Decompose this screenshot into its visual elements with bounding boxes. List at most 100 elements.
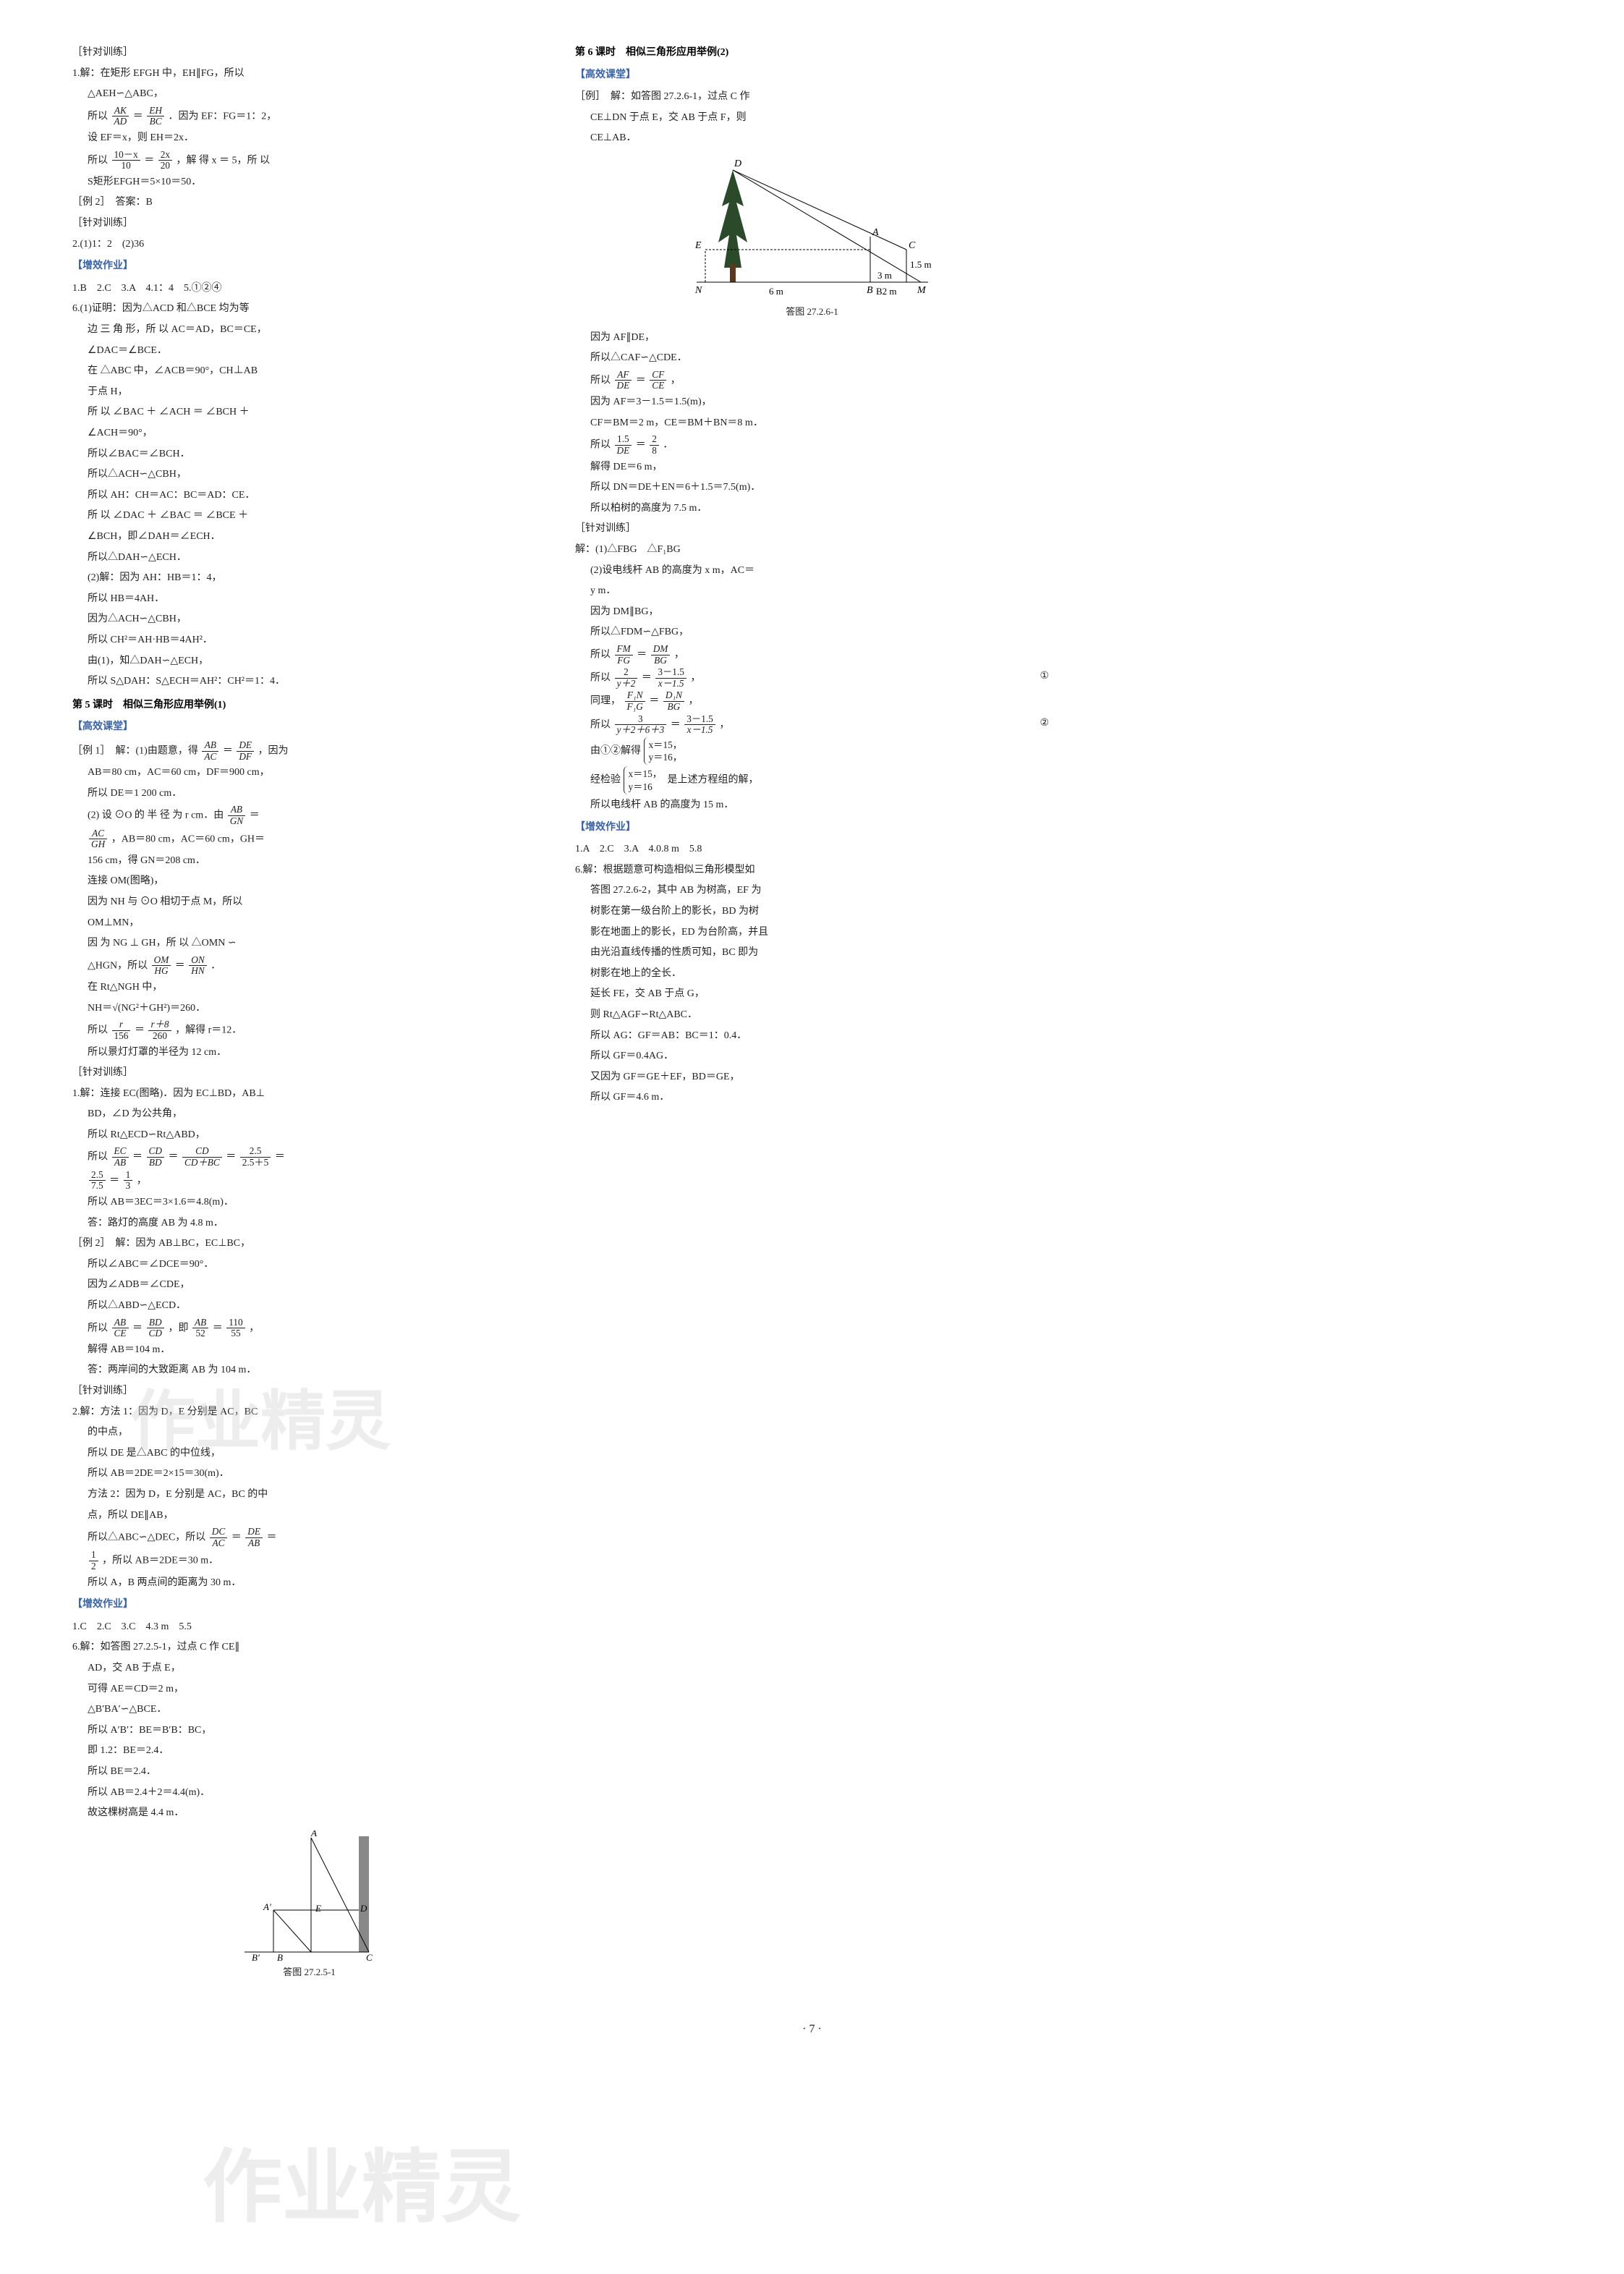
frac-den: 20 [158, 161, 172, 171]
text-line: 由(1)，知△DAH∽△ECH， [72, 652, 546, 671]
frac-den: x－1.5 [655, 679, 686, 690]
text-line: ［例］ 解：如答图 27.2.6-1，过点 C 作 [575, 88, 1049, 107]
text-line: BD，∠D 为公共角， [72, 1105, 546, 1124]
text-line: S矩形EFGH＝5×10＝50． [72, 173, 546, 192]
text-line: 156 cm，得 GN＝208 cm． [72, 852, 546, 871]
text: ．因为 EF：FG＝1：2， [168, 111, 276, 122]
text-line: ACGH ，AB＝80 cm，AC＝60 cm，GH＝ [72, 828, 546, 850]
text-line: 所以∠BAC＝∠BCH． [72, 445, 546, 464]
text-line: 因为 NH 与 ⊙O 相切于点 M，所以 [72, 893, 546, 912]
tree-shadow-diagram-icon: D A C E N B M 6 m B2 m 3 m 1.5 m [689, 156, 935, 300]
svg-text:C: C [366, 1952, 373, 1961]
text-line: 因为∠ADB＝∠CDE， [72, 1276, 546, 1295]
text-line: 所以 DE＝1 200 cm． [72, 784, 546, 804]
text: 所以 [590, 440, 611, 451]
text-line: NH＝√(NG²＋GH²)＝260． [72, 999, 546, 1019]
col2-zhenduipx2-heading: ［针对训练］ [72, 1382, 546, 1401]
lesson5-heading: 第 5 课时 相似三角形应用举例(1) [72, 696, 546, 716]
text-line: (2)解：因为 AH：HB＝1：4， [72, 569, 546, 588]
frac-den: BC [147, 116, 164, 127]
text-line: 2.57.5 ＝ 13 ， [72, 1170, 546, 1192]
frac-num: F₁N [625, 690, 645, 702]
frac-num: r [112, 1019, 131, 1031]
frac-den: y＋2＋6＋3 [615, 725, 667, 736]
frac-num: DM [651, 644, 671, 656]
fraction: ECAB [112, 1146, 129, 1168]
text-line: 所以 2y＋2 ＝ 3－1.5x－1.5 ， ① [575, 667, 1049, 689]
text-line: 所以 FMFG ＝ DMBG ， [575, 644, 1049, 666]
svg-text:A: A [310, 1830, 317, 1838]
answer-row: 1.C 2.C 3.C 4.3 m 5.5 [72, 1618, 546, 1637]
frac-num: AC [89, 828, 107, 840]
answer-line: 2.(1)1：2 (2)36 [72, 235, 546, 255]
text-line: ∠ACH＝90°， [72, 424, 546, 444]
frac-den: 2 [89, 1561, 98, 1572]
frac-num: 3－1.5 [684, 714, 715, 726]
frac-den: AB [245, 1538, 263, 1549]
fraction: 2x20 [158, 150, 172, 171]
frac-num: AB [228, 805, 245, 816]
text-line: 所以 r156 ＝ r＋8260 ，解得 r＝12． [72, 1019, 546, 1041]
text-line: OM⊥MN， [72, 914, 546, 933]
frac-den: 10 [112, 161, 140, 171]
frac-num: 1 [89, 1550, 98, 1561]
text: ＝ [642, 672, 652, 683]
text-line: 由①②解得 x＝15， y＝16， [575, 737, 1049, 765]
text: 是上述方程组的解， [668, 775, 759, 786]
frac-num: 2.5 [240, 1146, 271, 1158]
frac-num: DC [210, 1527, 227, 1538]
text: ＝ [649, 696, 659, 707]
frac-den: GH [89, 839, 107, 850]
svg-text:B2 m: B2 m [876, 286, 897, 297]
text-line: 又因为 GF＝GE＋EF，BD＝GE， [575, 1068, 1049, 1087]
text: ，即 [168, 1323, 188, 1333]
text: ［例 1］ 解：(1)由题意，得 [72, 745, 198, 756]
frac-den: 55 [226, 1328, 245, 1339]
frac-num: AB [202, 740, 218, 752]
text-line: 影在地面上的影长，ED 为台阶高，并且 [575, 923, 1049, 943]
frac-num: AF [615, 370, 632, 381]
svg-text:E: E [694, 240, 702, 251]
text-line: 所以△FDM∽△FBG， [575, 623, 1049, 642]
text: ＝ [671, 719, 681, 730]
text: ＝ [636, 440, 646, 451]
fraction: ACGH [89, 828, 107, 850]
text: 同理， [590, 696, 621, 707]
text-line: 所以 1.5DE ＝ 28 ． [575, 434, 1049, 456]
fraction: ONHN [189, 955, 206, 977]
svg-text:A: A [872, 227, 879, 238]
text: 所以 [590, 649, 611, 660]
text-line: 所以 ECAB ＝ CDBD ＝ CDCD＋BC ＝ 2.52.5＋5 ＝ [72, 1146, 546, 1168]
text-line: 所 以 ∠DAC ＋ ∠BAC ＝ ∠BCE ＋ [72, 506, 546, 526]
page-number: · 7 · [72, 2019, 1552, 2040]
frac-num: AK [112, 106, 129, 117]
text-line: 解得 AB＝104 m． [72, 1341, 546, 1360]
frac-den: DF [237, 752, 254, 763]
text-line: 于点 H， [72, 383, 546, 402]
text: ＝ [135, 1025, 145, 1036]
frac-den: DE [615, 381, 632, 391]
text-line: △HGN，所以 OMHG ＝ ONHN ． [72, 955, 546, 977]
fraction: 1.5DE [615, 434, 632, 456]
frac-den: y＋2 [615, 679, 638, 690]
text: ，AB＝80 cm，AC＝60 cm，GH＝ [111, 833, 265, 844]
fraction: D₁NBG [663, 690, 684, 712]
text-line: 所以 ABCE ＝ BDCD ，即 AB52 ＝ 11055 ， [72, 1318, 546, 1339]
fraction: AB52 [192, 1318, 208, 1339]
lesson6-heading: 第 6 课时 相似三角形应用举例(2) [575, 43, 1049, 63]
text-line: 答：两岸间的大致距离 AB 为 104 m． [72, 1361, 546, 1380]
text-line: 所以 DE 是△ABC 的中位线， [72, 1444, 546, 1464]
fraction: DEAB [245, 1527, 263, 1548]
text-line: △B′BA′∽△BCE． [72, 1700, 546, 1720]
text-line: 所以 S△DAH：S△ECH＝AH²：CH²＝1：4． [72, 672, 546, 692]
text-line: 由光沿直线传播的性质可知，BC 即为 [575, 943, 1049, 963]
text-line: 12 ，所以 AB＝2DE＝30 m． [72, 1550, 546, 1571]
frac-den: AC [210, 1538, 227, 1549]
col1-zhenduipx-heading: ［针对训练］ [72, 43, 546, 63]
frac-num: 3－1.5 [655, 667, 686, 679]
example-label: ［例 2］ 答案：B [72, 193, 546, 213]
frac-num: ON [189, 955, 206, 967]
fraction: DEDF [237, 740, 254, 762]
text-line: 6.解：根据题意可构造相似三角形模型如 [575, 861, 1049, 881]
text: ，所以 AB＝2DE＝30 m． [102, 1556, 218, 1566]
